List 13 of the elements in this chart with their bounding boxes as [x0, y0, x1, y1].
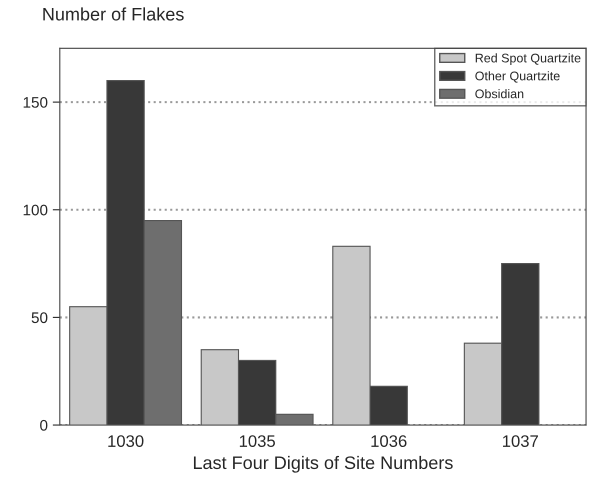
x-tick-label: 1036 — [371, 435, 407, 448]
x-tick-label: 1037 — [502, 435, 538, 448]
legend-label: Obsidian — [475, 89, 524, 98]
y-tick-label: 100 — [24, 204, 48, 216]
x-tick-label: 1030 — [108, 435, 144, 448]
y-tick-label: 150 — [24, 96, 48, 108]
y-tick-label: 0 — [40, 420, 48, 431]
legend-label: Other Quartzite — [475, 71, 560, 83]
y-tick-label: 50 — [32, 312, 48, 324]
legend-label: Red Spot Quartzite — [476, 53, 580, 65]
chart-title: Number of Flakes — [43, 7, 184, 21]
x-axis-title: Last Four Digits of Site Numbers — [194, 456, 453, 473]
x-tick-label: 1035 — [240, 435, 275, 448]
